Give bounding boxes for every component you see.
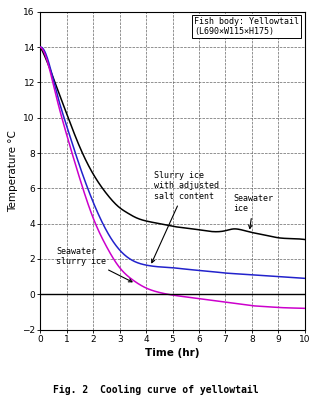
Y-axis label: Temperature °C: Temperature °C (7, 130, 18, 212)
Text: Fig. 2  Cooling curve of yellowtail: Fig. 2 Cooling curve of yellowtail (53, 385, 258, 395)
Text: Seawater
slurry ice: Seawater slurry ice (56, 247, 132, 282)
X-axis label: Time (hr): Time (hr) (145, 348, 200, 358)
Text: Slurry ice
with adjusted
salt content: Slurry ice with adjusted salt content (152, 171, 219, 263)
Text: Fish body: Yellowtail
(L690×W115×H175): Fish body: Yellowtail (L690×W115×H175) (194, 17, 299, 36)
Text: Seawater
ice: Seawater ice (233, 194, 273, 229)
